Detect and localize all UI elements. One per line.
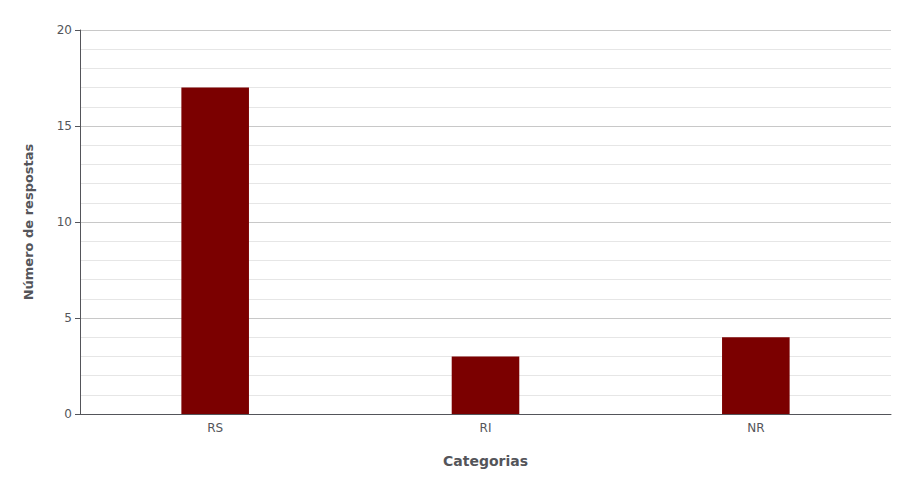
svg-text:0: 0 [64,407,72,421]
svg-text:5: 5 [64,311,72,325]
svg-text:10: 10 [57,215,72,229]
svg-text:NR: NR [747,421,764,435]
svg-text:15: 15 [57,119,72,133]
svg-text:RS: RS [207,421,223,435]
svg-text:Número de respostas: Número de respostas [21,143,36,300]
svg-text:20: 20 [57,23,72,37]
svg-text:RI: RI [480,421,492,435]
svg-text:Categorias: Categorias [443,453,528,469]
